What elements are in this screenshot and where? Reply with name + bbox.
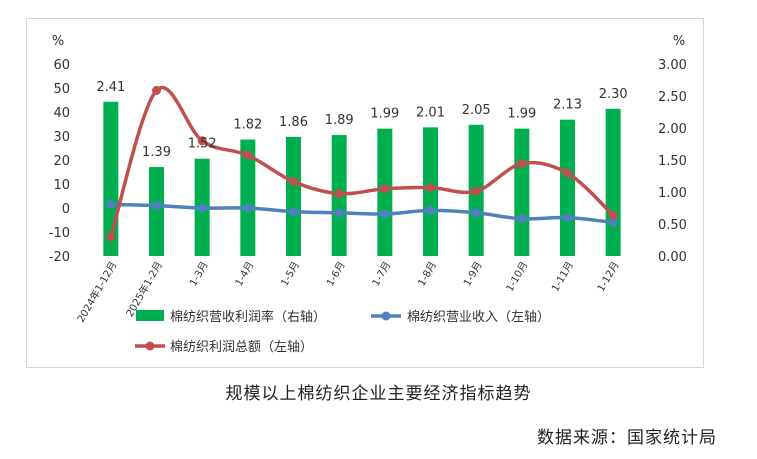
left-axis-tick-label: 40: [53, 106, 70, 121]
right-axis-unit: %: [673, 34, 685, 49]
bar-data-label: 2.41: [96, 80, 125, 95]
bar: [605, 108, 621, 256]
category-label: 1-7月: [370, 260, 394, 289]
left-axis-tick-label: 30: [53, 130, 70, 145]
right-axis-tick-label: 2.00: [658, 122, 687, 137]
category-label: 1-9月: [461, 260, 485, 289]
chart-caption: 规模以上棉纺织企业主要经济指标趋势: [225, 384, 532, 404]
line-series: [109, 202, 615, 225]
bar: [560, 119, 575, 257]
left-axis-tick-label: 10: [53, 178, 70, 193]
bar: [286, 136, 301, 256]
legend-label: 棉纺织利润总额（左轴）: [170, 340, 313, 355]
bar-data-label: 1.99: [370, 107, 399, 122]
line-point: [471, 186, 481, 196]
line-point: [608, 210, 618, 220]
bar-data-label: 1.89: [325, 113, 354, 128]
right-axis-tick-label: 2.50: [658, 90, 687, 105]
line-point: [608, 217, 618, 227]
line-point: [380, 209, 390, 219]
right-axis-tick-label: 1.00: [658, 186, 687, 201]
bar-data-label: 2.01: [416, 105, 445, 120]
category-label: 1-5月: [279, 260, 303, 289]
right-axis-tick-label: 1.50: [658, 154, 687, 169]
line-point: [380, 184, 390, 194]
legend-label: 棉纺织营收利润率（右轴）: [170, 309, 326, 325]
line-point: [517, 214, 527, 224]
bar-data-label: 1.82: [233, 118, 262, 133]
left-axis-tick-label: 50: [53, 82, 70, 97]
left-axis-tick-label: -10: [49, 226, 70, 241]
line-point: [197, 203, 207, 213]
bar-data-label: 2.30: [599, 87, 628, 102]
line-point: [243, 150, 253, 160]
left-axis-tick-label: 60: [53, 58, 70, 73]
data-source: 数据来源：国家统计局: [537, 428, 717, 448]
line-point: [106, 199, 116, 209]
left-axis-tick-label: -20: [49, 250, 70, 265]
category-label: 1-12月: [595, 260, 622, 294]
legend-line-marker: [145, 341, 155, 351]
line-point: [243, 203, 253, 213]
line-point: [563, 213, 572, 223]
line-point: [289, 207, 298, 217]
category-label: 1-11月: [549, 260, 576, 294]
bar: [240, 139, 256, 256]
line-point: [106, 232, 116, 242]
bar: [149, 167, 164, 256]
line-point: [152, 85, 161, 95]
line-point: [517, 159, 527, 169]
line-point: [471, 208, 481, 218]
line-point: [563, 168, 572, 178]
line-point: [197, 136, 207, 146]
bar-data-label: 1.99: [507, 107, 536, 122]
category-label: 1-8月: [416, 260, 440, 289]
line-point: [152, 201, 161, 211]
bar: [514, 128, 530, 256]
right-axis-tick-label: 0.50: [658, 218, 687, 233]
left-axis-unit: %: [52, 34, 64, 49]
bar-data-label: 1.52: [188, 137, 217, 152]
legend-bar-swatch: [136, 310, 164, 321]
left-axis-tick-label: 20: [53, 154, 70, 169]
legend-label: 棉纺织营业收入（左轴）: [407, 310, 550, 325]
category-label: 1-10月: [504, 260, 531, 294]
category-label: 1-6月: [324, 260, 348, 289]
category-label: 1-4月: [233, 260, 257, 289]
left-axis-tick-label: 0: [62, 202, 70, 217]
category-label: 2024年1-12月: [74, 259, 119, 325]
bar-data-label: 2.13: [553, 98, 582, 113]
bar-data-label: 2.05: [462, 103, 491, 118]
category-label: 1-3月: [187, 260, 211, 289]
bar-data-label: 1.86: [279, 115, 308, 130]
line-point: [334, 208, 344, 218]
legend-line-marker: [381, 311, 391, 321]
line-point: [334, 189, 344, 199]
bar-data-label: 1.39: [142, 145, 171, 160]
chart-frame: [26, 18, 704, 368]
line-point: [426, 205, 435, 215]
right-axis-tick-label: 0.00: [658, 250, 687, 265]
right-axis-tick-label: 3.00: [658, 58, 687, 73]
line-point: [426, 183, 435, 193]
line-point: [289, 177, 298, 187]
